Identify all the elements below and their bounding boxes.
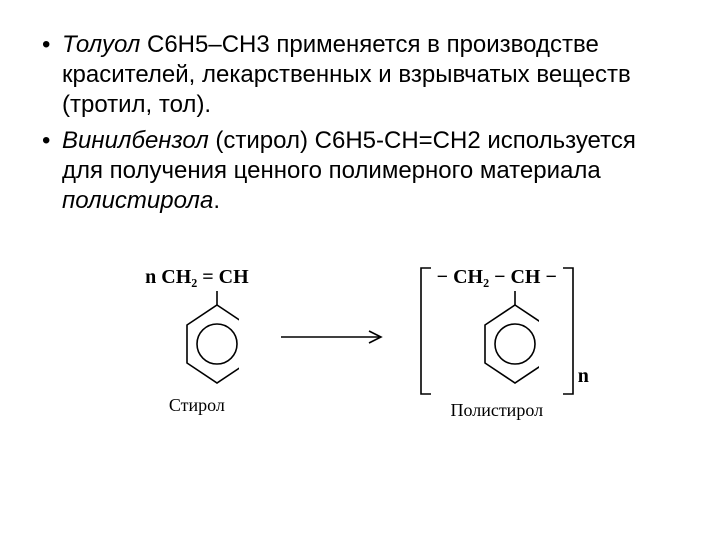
benzene-ring-icon bbox=[455, 291, 539, 391]
right-bracket-icon bbox=[561, 266, 575, 396]
repeat-subscript: n bbox=[578, 365, 589, 388]
polymer-formula: − CH₂ − CH − bbox=[437, 266, 557, 289]
monomer-formula-text: CH₂ = CH bbox=[161, 266, 248, 288]
bullet-list: Толуол С6Н5–СН3 применяется в производст… bbox=[40, 30, 680, 216]
polystyrene-label: Полистирол bbox=[450, 400, 543, 421]
bracket-group: − CH₂ − CH − n bbox=[419, 266, 575, 396]
styrene-label: Стирол bbox=[169, 395, 225, 416]
reaction-diagram: n CH₂ = CH Стирол − CH₂ − CH − bbox=[40, 266, 680, 421]
toluene-name: Толуол bbox=[62, 31, 140, 58]
benzene-ring-icon bbox=[155, 291, 239, 391]
polystyrene-block: − CH₂ − CH − n Полистирол bbox=[419, 266, 575, 421]
styrene-formula: n CH₂ = CH bbox=[145, 266, 249, 289]
bullet-item-toluene: Толуол С6Н5–СН3 применяется в производст… bbox=[40, 30, 680, 120]
polystyrene-name: полистирола bbox=[62, 187, 213, 214]
bullet-item-vinylbenzene: Винилбензол (стирол) С6Н5-СH=СН2 использ… bbox=[40, 126, 680, 216]
period: . bbox=[213, 187, 220, 214]
toluene-text: С6Н5–СН3 применяется в производстве крас… bbox=[62, 31, 631, 118]
vinylbenzene-name: Винилбензол bbox=[62, 127, 209, 154]
reaction-arrow-icon bbox=[279, 328, 389, 351]
styrene-block: n CH₂ = CH Стирол bbox=[145, 266, 249, 416]
left-bracket-icon bbox=[419, 266, 433, 396]
monomer-coefficient: n bbox=[145, 266, 156, 288]
